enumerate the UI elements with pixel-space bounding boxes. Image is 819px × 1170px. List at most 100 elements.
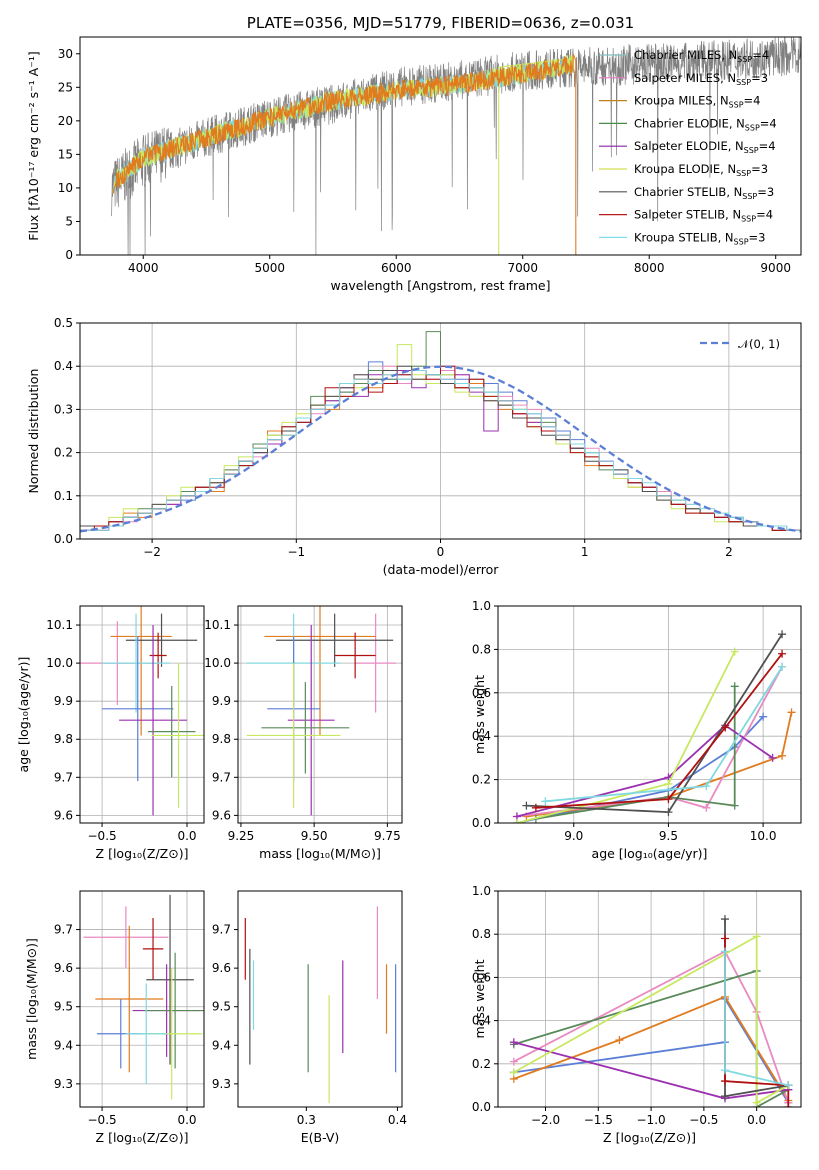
panel-4: 9.0 9.5 10.0 0.0 0.2 0.4 0.6 0.8 1.0 age [log₁₀(a… — [472, 599, 802, 861]
y-tick-label: 9.9 — [54, 694, 73, 708]
data-point-marker — [730, 801, 739, 810]
x-tick-label: −0.5 — [689, 1113, 718, 1127]
x-axis-label: wavelength [Angstrom, rest frame] — [330, 278, 550, 293]
panel-1: −2 −1 0 1 2 0.0 0.1 0.2 0.3 0.4 0.5 (data-model)/er… — [26, 316, 802, 577]
legend-label: Kroupa STELIB, NSSP=3 — [634, 230, 765, 246]
x-tick-label: 0.0 — [747, 1113, 766, 1127]
plot-area — [80, 606, 204, 816]
x-tick-label: 0.0 — [177, 1113, 196, 1127]
data-point-marker — [778, 751, 787, 760]
y-tick-label: 1.0 — [472, 599, 491, 613]
plot-area — [80, 331, 801, 533]
plot-area — [512, 630, 796, 823]
x-axis-label: (data-model)/error — [383, 562, 500, 577]
y-tick-label: 0.2 — [54, 446, 73, 460]
mass-weight-line — [513, 934, 789, 1105]
y-tick-label: 0.4 — [54, 359, 73, 373]
y-tick-label: 0 — [65, 248, 73, 262]
x-tick-label: −0.5 — [88, 829, 117, 843]
x-axis-label: age [log₁₀(age/yr)] — [592, 846, 708, 861]
legend-label: 𝒩(0, 1) — [738, 337, 780, 351]
x-tick-label: 5000 — [254, 261, 285, 275]
x-tick-label: 0.0 — [177, 829, 196, 843]
data-point-marker — [509, 1057, 518, 1066]
y-tick-label: 15 — [58, 147, 73, 161]
panel-5: −0.5 0.0 9.3 9.4 9.5 9.6 9.7 Z [log₁₀(Z/Z⊙)] mas… — [24, 890, 205, 1145]
panel-3: 9.25 9.50 9.75 9.6 9.7 9.8 9.9 10.0 10.1 mass [lo… — [204, 605, 403, 861]
y-tick-label: 20 — [58, 114, 73, 128]
data-point-marker — [720, 947, 729, 956]
y-tick-label: 0.4 — [472, 729, 491, 743]
plot-area — [246, 606, 397, 816]
y-tick-label: 30 — [58, 47, 73, 61]
y-tick-label: 10.0 — [204, 656, 231, 670]
data-point-marker — [702, 803, 711, 812]
x-axis-label: mass [log₁₀(M/M⊙)] — [259, 846, 381, 861]
y-tick-label: 9.6 — [212, 961, 231, 975]
x-tick-label: 8000 — [634, 261, 665, 275]
data-point-marker — [522, 801, 531, 810]
y-tick-label: 9.6 — [212, 808, 231, 822]
data-point-marker — [720, 915, 729, 924]
y-tick-label: 1.0 — [472, 884, 491, 898]
y-tick-label: 9.3 — [212, 1077, 231, 1091]
x-tick-label: 2 — [725, 545, 733, 559]
mass-weight-line — [516, 651, 736, 823]
x-tick-label: 4000 — [128, 261, 159, 275]
axes-frame — [79, 890, 205, 1108]
data-point-marker — [752, 1098, 761, 1107]
plot-area — [111, 37, 801, 255]
y-axis-label: age [log₁₀(age/yr)] — [16, 657, 31, 773]
axes-frame — [497, 890, 802, 1108]
y-axis-label: Normed distribution — [26, 369, 41, 494]
y-axis-label: mass weight — [472, 675, 487, 754]
mass-weight-line — [513, 950, 790, 1103]
y-tick-label: 9.4 — [54, 1038, 73, 1052]
panel-7: −2.0 −1.5 −1.0 −0.5 0.0 0.0 0.2 0.4 0.6 0.8 1.0 Z [… — [472, 884, 802, 1145]
y-tick-label: 10.0 — [46, 656, 73, 670]
y-tick-label: 9.7 — [212, 923, 231, 937]
x-axis-label: Z [log₁₀(Z/Z⊙)] — [96, 846, 189, 861]
y-tick-label: 9.5 — [54, 1000, 73, 1014]
plot-area — [509, 915, 793, 1107]
x-tick-label: −1 — [287, 545, 305, 559]
y-axis-label: mass [log₁₀(M/M⊙)] — [24, 938, 39, 1060]
data-point-marker — [730, 647, 739, 656]
y-tick-label: 9.4 — [212, 1038, 231, 1052]
panel-0: 4000 5000 6000 7000 8000 9000 0 5 10 15 20 25 30 PLAT… — [26, 14, 802, 293]
data-point-marker — [778, 630, 787, 639]
y-tick-label: 0.6 — [472, 686, 491, 700]
y-tick-label: 9.8 — [54, 732, 73, 746]
x-tick-label: 9.5 — [659, 829, 678, 843]
y-tick-label: 9.9 — [212, 694, 231, 708]
y-tick-label: 0.8 — [472, 642, 491, 656]
legend-label: Chabrier MILES, NSSP=4 — [634, 48, 769, 64]
y-tick-label: 10.1 — [204, 618, 231, 632]
axes-frame — [237, 605, 403, 824]
data-point-marker — [787, 708, 796, 717]
data-point-marker — [664, 808, 673, 817]
y-tick-label: 0.0 — [54, 532, 73, 546]
x-tick-label: 1 — [581, 545, 589, 559]
x-tick-label: 7000 — [507, 261, 538, 275]
y-tick-label: 0.2 — [472, 1057, 491, 1071]
residual-histogram — [80, 370, 801, 531]
axes-frame — [79, 605, 205, 824]
legend-label: Kroupa MILES, NSSP=4 — [634, 94, 760, 110]
data-point-marker — [784, 1081, 793, 1090]
y-tick-label: 0.8 — [472, 927, 491, 941]
legend-label: Chabrier ELODIE, NSSP=4 — [634, 116, 777, 132]
plot-area — [244, 906, 397, 1104]
mass-weight-line — [535, 653, 783, 809]
data-point-marker — [720, 1092, 729, 1101]
y-tick-label: 9.7 — [54, 923, 73, 937]
x-tick-label: −1.0 — [637, 1113, 666, 1127]
data-point-marker — [720, 1077, 729, 1086]
x-axis-label: Z [log₁₀(Z/Z⊙)] — [603, 1130, 696, 1145]
data-point-marker — [512, 819, 521, 823]
data-point-marker — [664, 779, 673, 788]
y-tick-label: 9.3 — [54, 1077, 73, 1091]
data-point-marker — [778, 662, 787, 671]
x-axis-label: E(B-V) — [301, 1130, 340, 1145]
